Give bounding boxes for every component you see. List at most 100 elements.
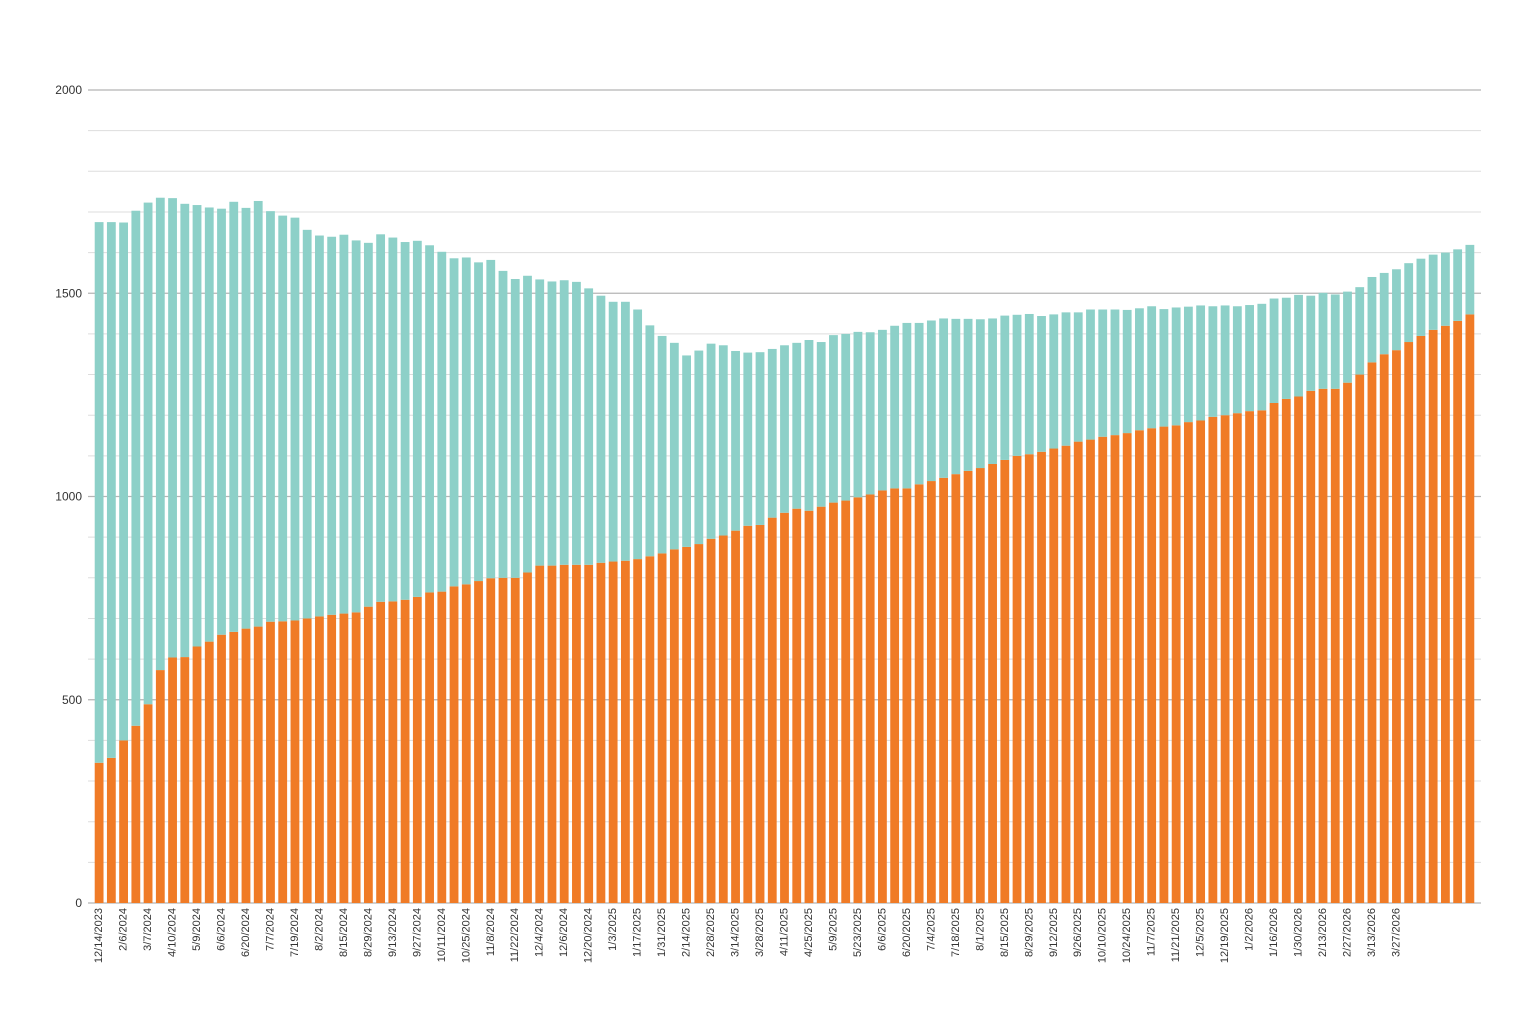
x-tick-label: 9/12/2025: [1048, 908, 1060, 957]
x-tick-label: 5/9/2025: [827, 908, 839, 951]
bar-teal-28: [437, 251, 447, 592]
x-tick-label: 8/1/2025: [974, 908, 986, 951]
bar-teal-86: [1147, 306, 1157, 429]
bar-teal-55: [767, 348, 777, 518]
bar-orange-110: [1441, 325, 1450, 903]
bar-teal-0: [94, 222, 104, 763]
bar-teal-54: [755, 352, 765, 525]
bar-teal-101: [1330, 294, 1340, 389]
bar-orange-54: [755, 524, 765, 903]
bar-orange-94: [1245, 411, 1254, 903]
bar-teal-95: [1257, 303, 1267, 411]
bar-orange-75: [1012, 455, 1022, 903]
x-tick-label: 11/21/2025: [1170, 908, 1182, 962]
x-tick-label: 1/17/2025: [632, 908, 644, 957]
bar-orange-102: [1343, 382, 1352, 903]
bar-orange-81: [1086, 439, 1095, 903]
bar-teal-32: [486, 259, 496, 579]
bar-teal-88: [1171, 307, 1181, 426]
y-tick-label: 500: [62, 693, 82, 707]
x-tick-label: 3/14/2025: [730, 908, 742, 957]
bar-orange-98: [1294, 396, 1303, 903]
x-tick-label: 3/27/2026: [1390, 908, 1402, 957]
bar-orange-2: [119, 740, 128, 903]
bar-teal-63: [865, 332, 875, 495]
bar-teal-90: [1196, 305, 1206, 421]
bar-teal-58: [804, 340, 814, 511]
bar-teal-82: [1098, 309, 1108, 437]
bar-orange-12: [241, 628, 251, 903]
y-tick-label: 2000: [55, 83, 82, 97]
bars: [94, 197, 1475, 904]
bar-teal-24: [388, 237, 398, 602]
bar-orange-33: [498, 577, 508, 903]
x-tick-label: 2/6/2024: [118, 908, 130, 951]
x-tick-label: 1/30/2026: [1293, 908, 1305, 957]
bar-orange-39: [572, 564, 581, 903]
bar-teal-23: [376, 234, 386, 602]
bar-orange-82: [1098, 436, 1108, 903]
bar-orange-79: [1061, 445, 1071, 903]
bar-orange-34: [510, 577, 520, 903]
bar-teal-99: [1306, 295, 1316, 391]
x-tick-label: 10/11/2024: [436, 908, 448, 962]
bar-teal-67: [914, 322, 924, 485]
bar-teal-15: [278, 215, 288, 622]
x-tick-label: 6/20/2024: [240, 908, 252, 957]
bar-orange-112: [1465, 314, 1475, 903]
bar-orange-4: [143, 704, 153, 903]
bar-teal-37: [547, 281, 557, 566]
bar-teal-98: [1294, 294, 1303, 397]
bar-orange-62: [853, 497, 863, 903]
bar-teal-39: [572, 281, 581, 565]
bar-teal-59: [816, 342, 826, 507]
bar-orange-41: [596, 562, 606, 903]
x-tick-label: 10/24/2025: [1121, 908, 1133, 963]
x-tick-label: 9/27/2024: [411, 908, 423, 957]
bar-orange-13: [253, 626, 263, 903]
bar-orange-78: [1049, 448, 1059, 903]
bar-orange-104: [1367, 362, 1377, 903]
x-tick-label: 2/14/2025: [681, 908, 693, 957]
bar-orange-86: [1147, 428, 1157, 903]
x-tick-label: 1/16/2026: [1268, 908, 1280, 957]
bar-orange-61: [841, 500, 851, 903]
bar-teal-34: [510, 279, 520, 578]
y-tick-label: 1000: [55, 490, 82, 504]
bar-teal-65: [890, 325, 900, 489]
bar-orange-16: [290, 620, 300, 903]
bar-teal-97: [1281, 297, 1291, 399]
bar-teal-100: [1318, 292, 1328, 389]
bar-teal-94: [1245, 305, 1254, 412]
bar-orange-85: [1135, 430, 1144, 903]
bar-orange-38: [559, 564, 569, 903]
bar-orange-3: [131, 725, 141, 903]
bar-orange-40: [584, 564, 594, 903]
bar-orange-45: [645, 556, 655, 903]
bar-teal-60: [829, 335, 838, 503]
x-tick-label: 8/15/2024: [338, 908, 350, 957]
bar-orange-53: [743, 525, 753, 903]
bar-orange-64: [878, 490, 887, 903]
bar-orange-65: [890, 488, 900, 903]
bar-orange-0: [94, 762, 104, 903]
bar-orange-103: [1355, 374, 1365, 903]
x-tick-label: 8/15/2025: [999, 908, 1011, 957]
bar-teal-45: [645, 325, 655, 557]
bar-orange-91: [1208, 416, 1218, 903]
x-tick-label: 4/25/2025: [803, 908, 815, 957]
bar-orange-101: [1330, 388, 1340, 903]
bar-orange-37: [547, 565, 557, 903]
x-tick-label: 6/20/2025: [901, 908, 913, 957]
bar-orange-19: [327, 614, 337, 903]
bar-orange-6: [168, 657, 177, 903]
x-tick-label: 7/7/2024: [264, 908, 276, 951]
bar-orange-24: [388, 601, 398, 903]
bar-orange-66: [902, 488, 912, 903]
x-tick-label: 10/10/2025: [1097, 908, 1109, 963]
x-tick-label: 8/2/2024: [313, 908, 325, 951]
x-tick-label: 3/13/2026: [1366, 908, 1378, 957]
bar-teal-33: [498, 270, 508, 578]
x-tick-label: 5/23/2025: [852, 908, 864, 957]
bar-orange-69: [939, 477, 949, 903]
